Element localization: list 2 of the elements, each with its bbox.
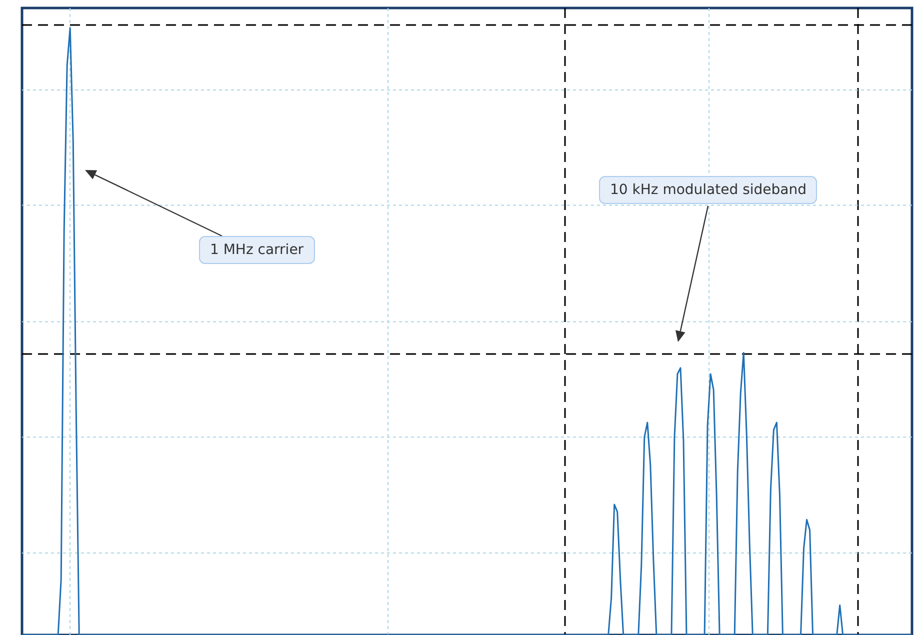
annotation: 10 kHz modulated sideband xyxy=(599,176,818,204)
annotation: 1 MHz carrier xyxy=(199,236,315,264)
